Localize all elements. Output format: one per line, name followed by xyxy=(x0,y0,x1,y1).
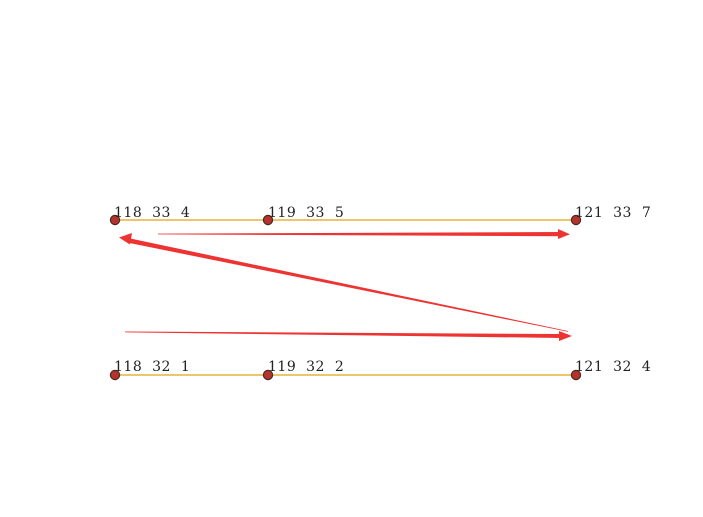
node-marker xyxy=(262,214,274,226)
arrow-bottom-forward-head xyxy=(559,331,572,341)
node-marker xyxy=(262,369,274,381)
node-label: 118 33 4 xyxy=(114,205,190,221)
node-marker xyxy=(109,369,121,381)
node-bottom-1[interactable]: 118 32 1 xyxy=(109,359,190,381)
node-label: 118 32 1 xyxy=(114,359,190,375)
arrow-return-diagonal-head xyxy=(119,233,132,245)
node-marker xyxy=(570,369,582,381)
arrow-top-forward xyxy=(158,232,560,237)
node-label: 121 33 7 xyxy=(575,205,651,221)
node-bottom-3[interactable]: 121 32 4 xyxy=(570,359,651,381)
node-top-2[interactable]: 119 33 5 xyxy=(262,205,344,226)
node-marker xyxy=(109,214,121,226)
arrow-return-diagonal xyxy=(127,238,568,332)
node-top-1[interactable]: 118 33 4 xyxy=(109,205,190,226)
arrow-top-forward-head xyxy=(558,229,570,239)
node-label: 119 33 5 xyxy=(268,205,344,221)
arrow-bottom-forward xyxy=(125,331,561,338)
node-marker xyxy=(570,214,582,226)
node-bottom-2[interactable]: 119 32 2 xyxy=(262,359,344,381)
node-label: 119 32 2 xyxy=(268,359,344,375)
node-label: 121 32 4 xyxy=(575,359,651,375)
node-top-3[interactable]: 121 33 7 xyxy=(570,205,651,226)
